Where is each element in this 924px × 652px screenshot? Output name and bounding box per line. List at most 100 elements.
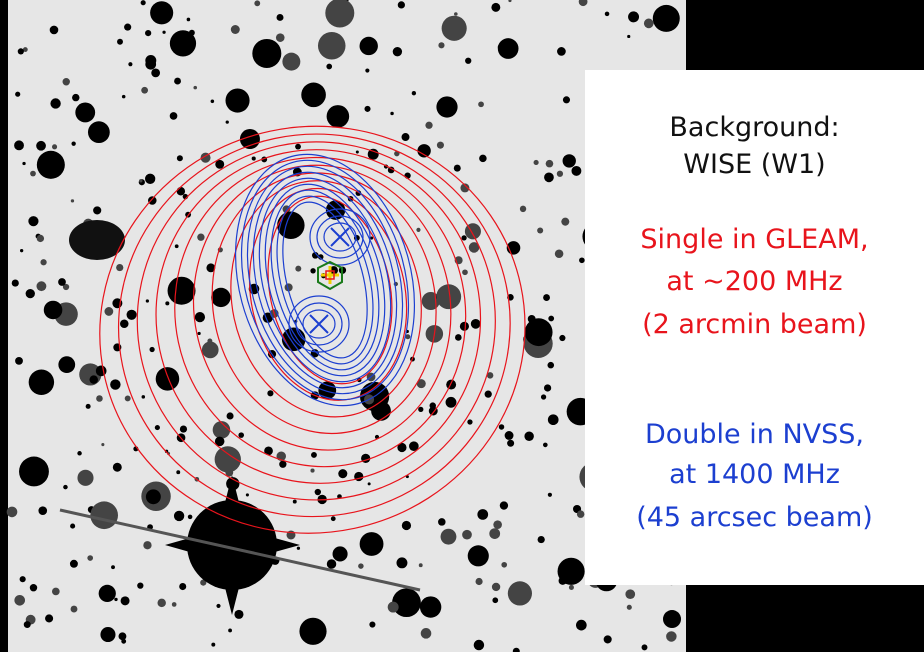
star xyxy=(174,78,181,85)
star xyxy=(544,384,551,391)
star xyxy=(295,144,301,150)
star xyxy=(99,585,116,602)
star xyxy=(628,11,639,22)
star xyxy=(189,30,195,36)
star xyxy=(52,144,57,149)
star xyxy=(117,39,123,45)
star xyxy=(295,266,301,272)
star xyxy=(653,5,680,32)
star xyxy=(195,312,205,322)
legend-text: WISE (W1) xyxy=(585,149,924,181)
star xyxy=(534,160,539,165)
star xyxy=(234,610,243,619)
star xyxy=(418,407,423,412)
star xyxy=(360,532,384,556)
star xyxy=(50,98,60,108)
star xyxy=(462,269,468,275)
star xyxy=(576,620,587,631)
star xyxy=(145,174,155,184)
star xyxy=(559,577,567,585)
star xyxy=(368,482,371,485)
star xyxy=(605,12,610,17)
star xyxy=(93,206,101,214)
star xyxy=(104,307,113,316)
star xyxy=(29,370,54,395)
star xyxy=(120,319,129,328)
star xyxy=(475,578,482,585)
star xyxy=(88,121,110,143)
star xyxy=(310,469,314,473)
star xyxy=(365,68,369,72)
star xyxy=(50,26,59,35)
star xyxy=(358,563,363,568)
star xyxy=(238,432,244,438)
star xyxy=(228,629,232,633)
star xyxy=(90,375,98,383)
star xyxy=(211,288,230,307)
star xyxy=(625,589,635,599)
figure: Background: WISE (W1) Single in GLEAM, a… xyxy=(0,0,924,652)
star xyxy=(127,310,137,320)
star xyxy=(252,156,256,160)
star xyxy=(663,610,681,628)
star xyxy=(627,35,630,38)
star xyxy=(559,335,565,341)
star xyxy=(471,319,481,329)
star xyxy=(197,234,204,241)
star xyxy=(474,640,484,650)
star xyxy=(30,584,37,591)
star xyxy=(441,529,457,545)
star xyxy=(14,140,24,150)
star xyxy=(211,100,215,104)
legend-text: at 1400 MHz xyxy=(585,459,924,491)
star xyxy=(493,520,502,529)
star xyxy=(12,280,19,287)
star xyxy=(333,546,348,561)
legend-text: Background: xyxy=(585,112,924,144)
star xyxy=(227,412,234,419)
legend-box: Background: WISE (W1) Single in GLEAM, a… xyxy=(585,70,924,585)
star xyxy=(577,510,585,518)
star xyxy=(216,604,220,608)
star xyxy=(193,86,197,90)
star xyxy=(146,489,161,504)
star xyxy=(77,470,93,486)
star xyxy=(170,112,178,120)
star xyxy=(311,452,317,458)
star xyxy=(327,559,337,569)
star xyxy=(87,555,93,561)
star xyxy=(36,281,46,291)
star xyxy=(174,511,184,521)
star xyxy=(155,425,160,430)
star xyxy=(467,419,472,424)
star xyxy=(58,278,66,286)
star xyxy=(543,443,548,448)
star xyxy=(500,501,508,509)
legend-text: Single in GLEAM, xyxy=(585,224,924,256)
star xyxy=(492,597,498,603)
star xyxy=(187,18,191,22)
star xyxy=(86,404,91,409)
star xyxy=(146,299,149,302)
star xyxy=(114,598,117,601)
star xyxy=(563,154,576,167)
star xyxy=(417,144,430,157)
star xyxy=(468,545,489,566)
star xyxy=(402,133,410,141)
star xyxy=(538,536,545,543)
star xyxy=(172,602,177,607)
star xyxy=(499,424,504,429)
star xyxy=(524,432,533,441)
star xyxy=(485,391,492,398)
star xyxy=(137,583,143,589)
star xyxy=(277,212,304,239)
star xyxy=(96,395,103,402)
star xyxy=(318,32,346,60)
star xyxy=(416,228,420,232)
star xyxy=(70,560,78,568)
star xyxy=(96,366,107,377)
star xyxy=(15,357,23,365)
star xyxy=(26,289,35,298)
star xyxy=(267,390,273,396)
star xyxy=(63,485,68,490)
